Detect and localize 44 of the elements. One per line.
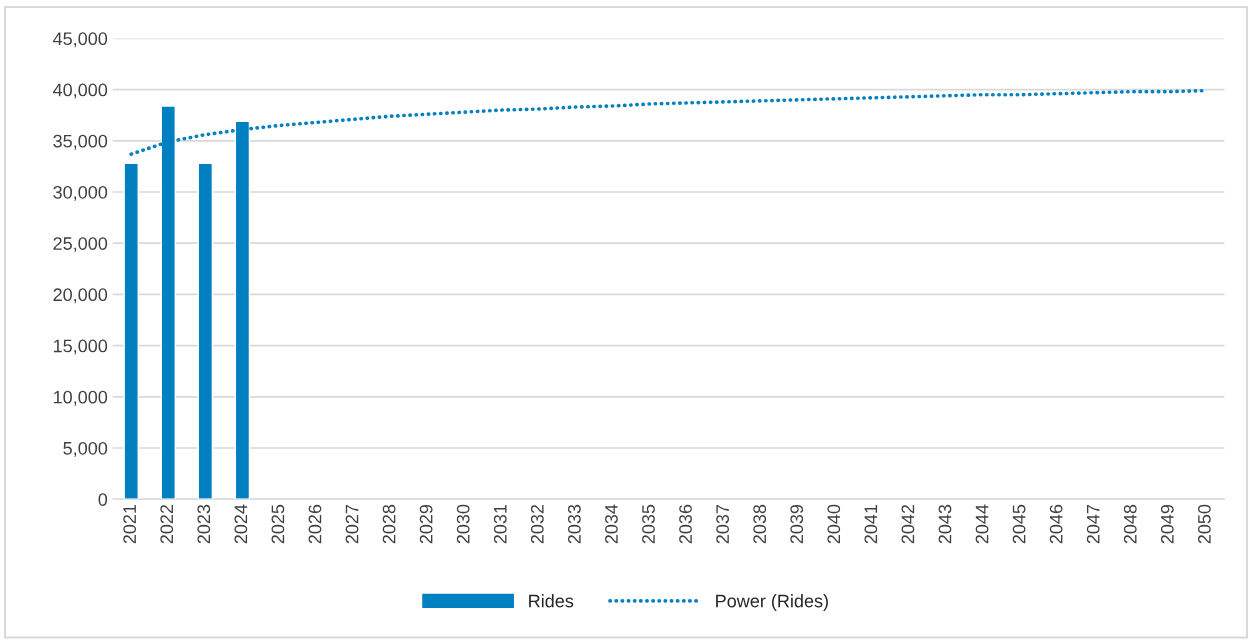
x-tick-label: 2049: [1160, 504, 1174, 544]
y-tick-label: 20,000: [53, 288, 108, 304]
x-tick-label: 2022: [160, 504, 174, 544]
x-tick-label: 2031: [493, 504, 507, 544]
x-tick-label: 2034: [605, 504, 618, 544]
x-tick-label: 2046: [1049, 504, 1063, 544]
x-tick-label: 2042: [901, 504, 915, 544]
y-tick-label: 40,000: [53, 83, 108, 99]
x-tick-label: 2043: [938, 504, 952, 544]
y-tick-label: 35,000: [53, 134, 108, 150]
legend-label: Rides: [529, 594, 574, 608]
x-tick-label: 2030: [456, 504, 470, 544]
bar: [197, 162, 214, 500]
x-tick-label: 2024: [234, 504, 248, 544]
y-tick-label: 0: [98, 493, 108, 506]
y-tick-label: 25,000: [53, 237, 108, 253]
x-tick-label: 2035: [642, 504, 655, 544]
bar: [123, 162, 139, 500]
y-tick-label: 10,000: [53, 390, 108, 406]
x-tick-label: 2021: [123, 504, 137, 544]
x-tick-label: 2029: [419, 504, 433, 544]
legend-label: Power (Rides): [716, 594, 828, 611]
x-tick-label: 2025: [271, 504, 285, 544]
x-tick-label: 2047: [1086, 504, 1100, 544]
x-tick-label: 2041: [864, 504, 878, 544]
x-tick-label: 2038: [753, 504, 767, 544]
x-tick-label: 2044: [975, 504, 989, 544]
x-tick-label: 2036: [679, 504, 692, 544]
x-tick-label: 2045: [1012, 504, 1026, 544]
x-tick-label: 2037: [716, 504, 729, 544]
y-tick-label: 45,000: [53, 32, 108, 48]
x-tick-label: 2027: [345, 504, 359, 544]
x-tick-label: 2039: [790, 504, 804, 544]
x-tick-label: 2048: [1123, 504, 1137, 544]
x-tick-label: 2026: [308, 504, 322, 544]
x-tick-label: 2050: [1197, 504, 1211, 544]
x-tick-label: 2040: [827, 504, 841, 544]
x-tick-label: 2033: [567, 504, 581, 544]
y-tick-label: 5,000: [63, 441, 108, 457]
y-tick-label: 30,000: [53, 185, 108, 201]
y-tick-label: 15,000: [53, 339, 108, 355]
x-tick-label: 2023: [197, 504, 211, 544]
x-tick-label: 2032: [530, 504, 544, 544]
x-tick-label: 2028: [382, 504, 396, 544]
